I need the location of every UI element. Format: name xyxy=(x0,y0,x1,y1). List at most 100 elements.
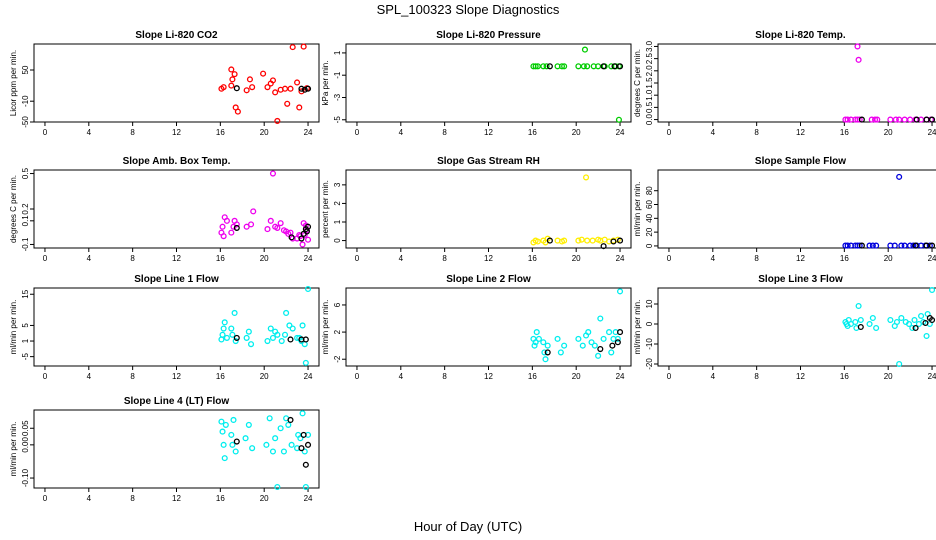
data-point xyxy=(281,85,289,92)
x-tick-label: 12 xyxy=(172,254,181,263)
data-point xyxy=(589,237,596,244)
data-point xyxy=(609,342,616,349)
y-tick-label: -50 xyxy=(21,116,30,128)
x-tick-label: 0 xyxy=(667,128,672,137)
data-point xyxy=(301,86,308,93)
data-point xyxy=(534,63,541,70)
chart-panel: Slope Sample Flow 0 4 8 12 16 20 24 0 20 40 60 80ml/… xyxy=(633,156,936,263)
data-point xyxy=(287,416,294,424)
data-point xyxy=(272,89,279,96)
data-point xyxy=(893,318,901,326)
y-tick-label: -2 xyxy=(333,355,342,363)
y-axis-label: degrees C per min. xyxy=(9,175,18,243)
x-tick-label: 16 xyxy=(528,254,537,263)
x-tick-label: 4 xyxy=(399,254,404,263)
data-point xyxy=(263,441,270,448)
data-point xyxy=(284,100,291,107)
data-point xyxy=(546,63,553,70)
y-tick-label: -0.10 xyxy=(21,468,30,487)
data-point xyxy=(540,339,547,346)
y-axis-label: kPa per min. xyxy=(321,61,330,106)
data-point xyxy=(246,76,253,83)
data-point xyxy=(616,237,624,244)
y-tick-label: 1 xyxy=(21,338,30,343)
y-tick-label: 6 xyxy=(333,302,342,307)
x-tick-label: 12 xyxy=(796,254,805,263)
data-point xyxy=(591,342,598,349)
data-point xyxy=(288,441,295,448)
data-point xyxy=(856,116,863,123)
data-point xyxy=(304,236,312,243)
data-point xyxy=(928,242,936,249)
plot-frame xyxy=(33,409,320,489)
data-point xyxy=(557,349,564,356)
data-point xyxy=(534,238,541,245)
chart-panel: Slope Li-820 Pressure 0 4 8 12 16 20 24 -5 -3 -1 1 k… xyxy=(321,30,632,137)
panel-title: Slope Li-820 CO2 xyxy=(135,30,218,41)
y-tick-label: 20 xyxy=(645,227,654,236)
x-tick-label: 4 xyxy=(87,128,92,137)
data-point xyxy=(301,341,308,348)
data-point xyxy=(267,217,274,224)
data-point xyxy=(223,217,230,224)
data-point xyxy=(277,220,284,227)
y-axis-label: ml/min per min. xyxy=(633,300,642,355)
data-point xyxy=(901,116,908,123)
x-tick-label: 20 xyxy=(884,254,893,263)
y-tick-label: -3 xyxy=(333,93,342,101)
x-tick-label: 4 xyxy=(399,372,404,381)
y-tick-label: 0 xyxy=(645,321,654,326)
x-tick-label: 8 xyxy=(130,254,135,263)
y-tick-label: 0.5 xyxy=(645,101,654,113)
data-point xyxy=(616,288,624,295)
x-tick-label: 24 xyxy=(304,372,313,381)
data-point xyxy=(230,416,237,424)
x-tick-label: 24 xyxy=(304,254,313,263)
plot-frame xyxy=(345,169,632,249)
data-point xyxy=(274,331,281,338)
data-point xyxy=(228,431,235,438)
data-point xyxy=(887,116,894,123)
y-tick-label: 3 xyxy=(333,182,342,187)
y-tick-label: 15 xyxy=(21,289,30,298)
y-tick-label: 0.1 xyxy=(21,215,30,227)
data-point xyxy=(274,224,281,231)
data-point xyxy=(287,336,294,343)
data-point xyxy=(544,349,551,356)
data-point xyxy=(298,85,305,92)
data-point xyxy=(221,319,228,326)
data-point xyxy=(228,325,235,332)
y-axis-label: ml/min per min. xyxy=(9,300,18,355)
data-point xyxy=(264,337,271,345)
data-point xyxy=(616,63,624,70)
x-tick-label: 0 xyxy=(355,254,360,263)
data-point xyxy=(220,233,227,240)
y-tick-label: 40 xyxy=(645,213,654,222)
data-point xyxy=(855,56,862,63)
x-tick-label: 16 xyxy=(528,128,537,137)
x-tick-label: 4 xyxy=(711,128,716,137)
x-tick-label: 8 xyxy=(754,254,759,263)
data-point xyxy=(220,84,227,91)
data-point xyxy=(220,441,227,448)
data-point xyxy=(299,322,306,329)
y-tick-label: 2 xyxy=(333,329,342,334)
data-point xyxy=(913,116,920,123)
data-point xyxy=(274,483,281,491)
panel-title: Slope Gas Stream RH xyxy=(437,156,540,167)
data-point xyxy=(219,331,226,338)
data-point xyxy=(909,324,916,332)
chart-panel: Slope Li-820 Temp. 0 4 8 12 16 20 24 0.00.51.01.… xyxy=(633,30,936,137)
x-tick-label: 16 xyxy=(840,372,849,381)
x-tick-label: 20 xyxy=(260,254,269,263)
data-point xyxy=(304,441,312,448)
data-point xyxy=(600,335,607,342)
data-point xyxy=(918,312,925,320)
plot-frame xyxy=(345,43,632,123)
data-point xyxy=(616,329,624,336)
data-point xyxy=(281,331,289,338)
x-tick-label: 4 xyxy=(399,128,404,137)
data-point xyxy=(243,334,250,341)
data-point xyxy=(541,349,548,356)
